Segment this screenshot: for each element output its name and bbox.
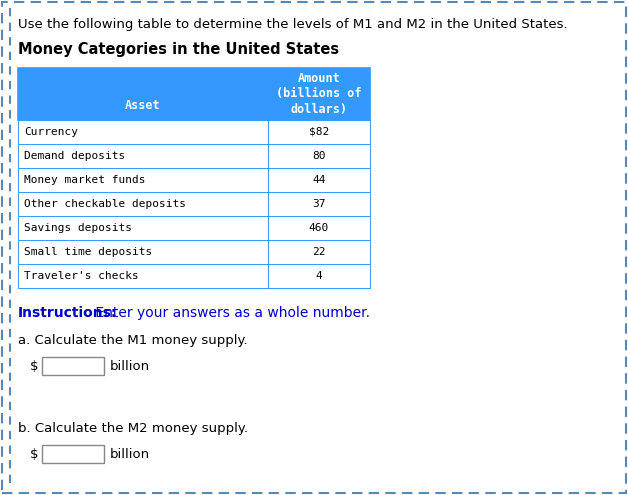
Bar [18, 216, 370, 240]
Text: 4: 4 [316, 271, 322, 281]
Text: Currency: Currency [24, 127, 78, 137]
Text: Instructions:: Instructions: [18, 306, 117, 320]
Text: 44: 44 [312, 175, 326, 185]
Text: $: $ [30, 359, 38, 373]
Bar [18, 120, 370, 144]
Text: Demand deposits: Demand deposits [24, 151, 125, 161]
Text: 37: 37 [312, 199, 326, 209]
Bar [18, 264, 370, 288]
Text: Small time deposits: Small time deposits [24, 247, 152, 257]
Text: Use the following table to determine the levels of M1 and M2 in the United State: Use the following table to determine the… [18, 18, 568, 31]
Text: Savings deposits: Savings deposits [24, 223, 132, 233]
Text: Traveler's checks: Traveler's checks [24, 271, 139, 281]
Text: Money market funds: Money market funds [24, 175, 146, 185]
Bar [42, 357, 104, 375]
Text: Other checkable deposits: Other checkable deposits [24, 199, 186, 209]
Text: b. Calculate the M2 money supply.: b. Calculate the M2 money supply. [18, 422, 248, 435]
Text: a. Calculate the M1 money supply.: a. Calculate the M1 money supply. [18, 334, 247, 347]
Text: 22: 22 [312, 247, 326, 257]
Text: billion: billion [110, 359, 150, 373]
Text: 460: 460 [309, 223, 329, 233]
Text: billion: billion [110, 447, 150, 460]
Bar [18, 144, 370, 168]
Text: Amount
(billions of
dollars): Amount (billions of dollars) [276, 72, 362, 115]
Text: Enter your answers as a whole number.: Enter your answers as a whole number. [91, 306, 370, 320]
Bar [18, 168, 370, 192]
Text: Asset: Asset [125, 99, 161, 112]
Text: $: $ [30, 447, 38, 460]
Text: $82: $82 [309, 127, 329, 137]
Bar [18, 192, 370, 216]
Text: 80: 80 [312, 151, 326, 161]
Text: Money Categories in the United States: Money Categories in the United States [18, 42, 339, 57]
Bar [18, 240, 370, 264]
Bar [18, 68, 370, 120]
Bar [42, 445, 104, 463]
